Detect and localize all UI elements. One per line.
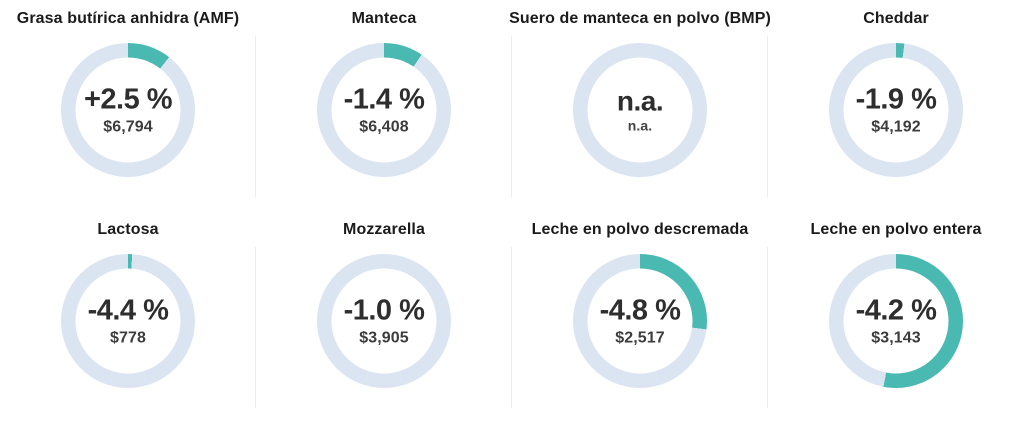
price-value: n.a.: [627, 117, 653, 134]
donut-card: Suero de manteca en polvo (BMP) n.a. n.a…: [509, 0, 771, 211]
price-value: $2,517: [615, 329, 665, 347]
donut-hole: -4.8 % $2,517: [587, 268, 693, 374]
donut-hole: -1.4 % $6,408: [331, 57, 437, 163]
price-value: $3,143: [871, 329, 921, 347]
chart-title: Grasa butírica anhidra (AMF): [16, 10, 240, 27]
change-value: +2.5 %: [83, 83, 173, 116]
price-value: $6,408: [359, 118, 409, 136]
donut-card: Grasa butírica anhidra (AMF) +2.5 % $6,7…: [0, 0, 256, 211]
donut-card: Lactosa -4.4 % $778: [0, 211, 256, 422]
change-value: -4.4 %: [87, 294, 169, 327]
donut-hole: -4.4 % $778: [75, 268, 181, 374]
donut-ring: -4.2 % $3,143: [829, 254, 963, 389]
donut-ring: -1.4 % $6,408: [317, 43, 451, 178]
chart-title: Mozzarella: [343, 221, 425, 238]
donut-ring: +2.5 % $6,794: [61, 43, 195, 178]
donut-card: Cheddar -1.9 % $4,192: [768, 0, 1024, 211]
donut-ring: -1.0 % $3,905: [317, 254, 451, 389]
price-value: $778: [110, 329, 146, 347]
donut-hole: n.a. n.a.: [587, 57, 693, 163]
donut-ring: -4.4 % $778: [61, 254, 195, 389]
donut-hole: -4.2 % $3,143: [843, 268, 949, 374]
donut-hole: -1.9 % $4,192: [843, 57, 949, 163]
donut-hole: +2.5 % $6,794: [75, 57, 181, 163]
donut-card: Leche en polvo descremada -4.8 % $2,517: [512, 211, 768, 422]
change-value: -1.4 %: [343, 83, 425, 116]
chart-title: Lactosa: [97, 221, 159, 238]
donut-hole: -1.0 % $3,905: [331, 268, 437, 374]
change-value: -1.0 %: [343, 294, 425, 327]
donut-card: Mozzarella -1.0 % $3,905: [256, 211, 512, 422]
chart-title: Leche en polvo entera: [810, 221, 982, 238]
price-value: $3,905: [359, 329, 409, 347]
donut-ring: -1.9 % $4,192: [829, 43, 963, 178]
donut-ring: -4.8 % $2,517: [573, 254, 707, 389]
chart-title: Suero de manteca en polvo (BMP): [509, 10, 771, 27]
donut-ring: n.a. n.a.: [573, 43, 707, 178]
change-value: -4.8 %: [599, 294, 681, 327]
donut-card: Manteca -1.4 % $6,408: [256, 0, 512, 211]
change-value: -4.2 %: [855, 294, 937, 327]
donut-card: Leche en polvo entera -4.2 % $3,143: [768, 211, 1024, 422]
chart-title: Cheddar: [863, 10, 929, 27]
chart-title: Manteca: [351, 10, 417, 27]
change-value: -1.9 %: [855, 83, 937, 116]
price-value: $4,192: [871, 118, 921, 136]
change-value: n.a.: [616, 85, 664, 117]
chart-title: Leche en polvo descremada: [531, 221, 749, 238]
price-value: $6,794: [103, 118, 153, 136]
